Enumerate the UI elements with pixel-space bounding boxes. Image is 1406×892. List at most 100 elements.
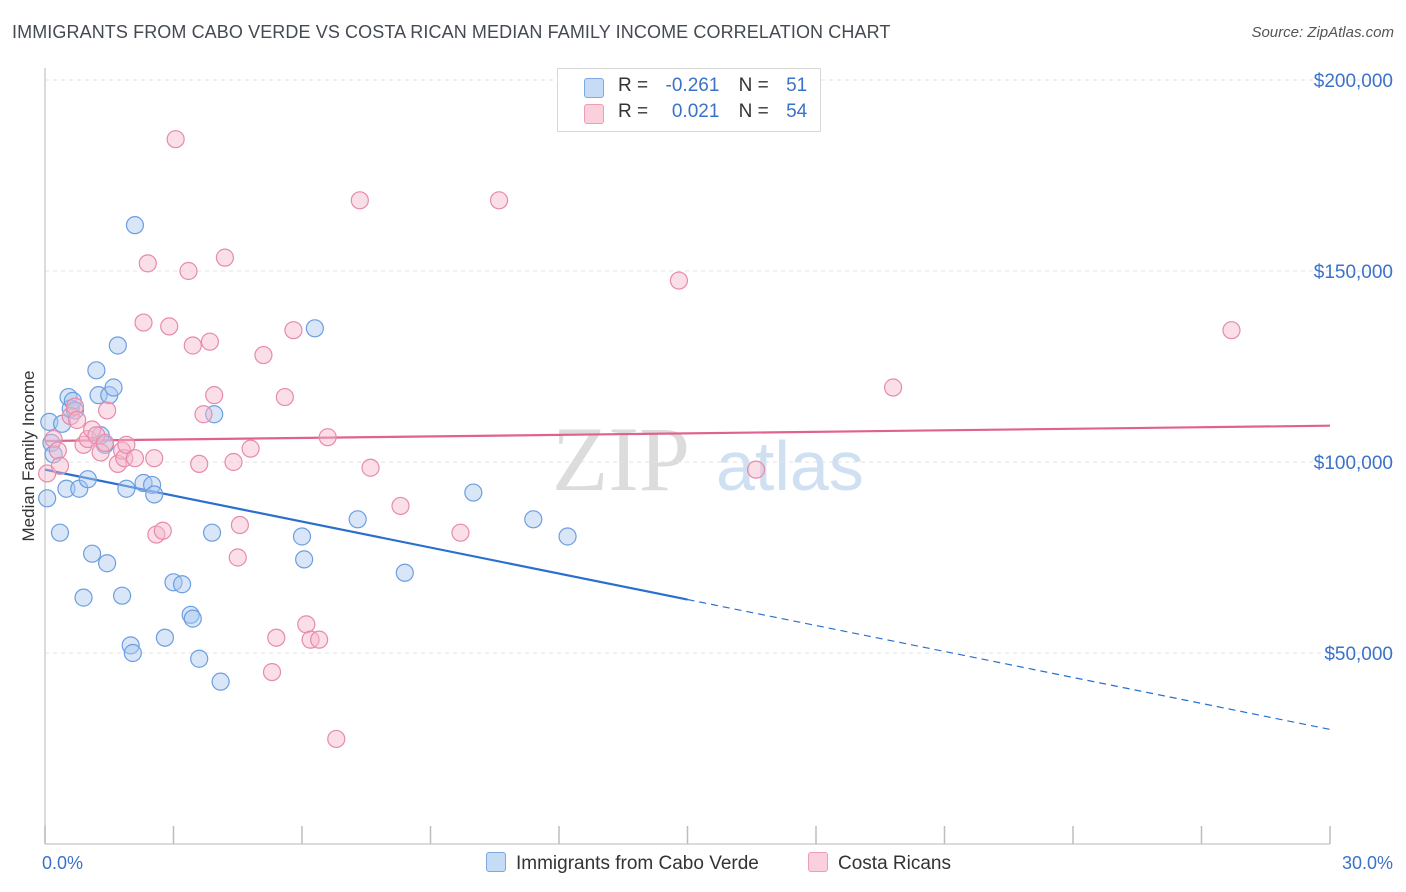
watermark-zip: ZIP <box>552 408 690 510</box>
point-costa-rican <box>746 460 766 479</box>
point-costa-rican <box>190 454 209 474</box>
point-cabo-verde <box>98 554 117 573</box>
point-cabo-verde <box>104 378 123 397</box>
point-cabo-verde <box>112 586 132 605</box>
trend-line-cabo-verde <box>44 468 688 601</box>
point-cabo-verde <box>172 575 192 594</box>
point-costa-rican <box>78 429 97 449</box>
trend-lines <box>44 424 1331 730</box>
source-label: Source: ZipAtlas.com <box>1251 24 1394 41</box>
trend-line-costa-rican <box>44 424 1331 443</box>
point-cabo-verde <box>155 628 175 647</box>
x-tick-label-end: 30.0% <box>1342 853 1393 873</box>
bottom-legend-swatch-pink <box>808 852 828 872</box>
point-cabo-verde <box>38 489 57 508</box>
point-costa-rican <box>391 496 410 516</box>
point-costa-rican <box>91 443 110 462</box>
point-costa-rican <box>95 433 115 452</box>
point-costa-rican <box>669 271 689 290</box>
point-costa-rican <box>44 429 63 449</box>
point-cabo-verde <box>145 485 164 504</box>
point-costa-rican <box>98 401 117 420</box>
point-costa-rican <box>138 254 157 273</box>
point-costa-rican <box>166 130 185 149</box>
point-cabo-verde <box>190 649 209 668</box>
point-costa-rican <box>451 523 470 542</box>
point-costa-rican <box>215 248 234 267</box>
point-cabo-verde <box>395 563 414 582</box>
point-costa-rican <box>224 452 243 472</box>
point-cabo-verde <box>50 523 70 542</box>
point-costa-rican <box>275 387 294 407</box>
correlation-legend: R = -0.261 N = 51 R = 0.021 N = 54 <box>557 68 821 132</box>
point-costa-rican <box>361 458 380 477</box>
y-tick-label: $100,000 <box>1314 453 1393 474</box>
bottom-legend-swatch-blue <box>486 852 506 872</box>
y-tick-label: $50,000 <box>1324 644 1393 665</box>
point-costa-rican <box>284 321 303 340</box>
point-cabo-verde <box>125 216 145 235</box>
point-cabo-verde <box>117 479 136 498</box>
watermark: ZIP atlas <box>552 408 864 510</box>
point-costa-rican <box>327 729 346 749</box>
point-cabo-verde <box>183 609 202 628</box>
axes <box>44 68 1331 845</box>
point-costa-rican <box>194 405 213 424</box>
point-costa-rican <box>1222 321 1241 340</box>
legend-n-label: N = <box>738 75 769 96</box>
y-tick-label: $200,000 <box>1314 71 1393 92</box>
point-costa-rican <box>241 439 260 458</box>
point-cabo-verde <box>87 361 106 380</box>
point-cabo-verde <box>348 510 367 529</box>
point-costa-rican <box>115 449 134 468</box>
point-costa-rican <box>230 515 249 535</box>
point-costa-rican <box>205 386 224 405</box>
point-costa-rican <box>68 410 87 430</box>
y-axis-label: Median Family Income <box>19 370 38 541</box>
point-costa-rican <box>183 336 202 355</box>
point-cabo-verde <box>74 588 93 607</box>
point-costa-rican <box>153 521 172 540</box>
point-costa-rican <box>489 191 509 210</box>
bottom-legend-cabo-verde: Immigrants from Cabo Verde <box>486 852 759 875</box>
legend-r-value-2: 0.021 <box>671 101 720 122</box>
point-cabo-verde <box>89 386 108 405</box>
point-costa-rican <box>50 456 70 475</box>
legend-n-value-1: 51 <box>786 75 808 96</box>
bottom-legend-label-costa-rican: Costa Ricans <box>838 853 951 874</box>
watermark-atlas: atlas <box>716 427 864 505</box>
point-costa-rican <box>262 662 282 682</box>
point-costa-rican <box>179 261 198 281</box>
point-cabo-verde <box>524 510 543 529</box>
point-cabo-verde <box>78 470 97 489</box>
point-costa-rican <box>160 317 179 336</box>
gridlines <box>45 79 1396 654</box>
point-costa-rican <box>297 615 316 634</box>
legend-n-value-2: 54 <box>786 101 808 122</box>
point-cabo-verde <box>305 319 324 338</box>
legend-r-value-1: -0.261 <box>665 75 720 96</box>
legend-n-label: N = <box>738 101 769 122</box>
point-cabo-verde <box>202 523 222 542</box>
bottom-legend-costa-rican: Costa Ricans <box>808 852 951 875</box>
point-costa-rican <box>125 449 145 468</box>
point-cabo-verde <box>123 643 142 663</box>
point-costa-rican <box>65 397 85 416</box>
point-costa-rican <box>350 191 369 210</box>
point-cabo-verde <box>57 479 76 498</box>
point-cabo-verde <box>292 527 312 546</box>
point-costa-rican <box>228 548 247 567</box>
trend-line-cabo-verde-dashed <box>687 598 1331 730</box>
point-cabo-verde <box>83 544 102 563</box>
legend-swatch-blue <box>584 78 604 98</box>
point-costa-rican <box>267 628 286 647</box>
point-cabo-verde <box>108 336 127 355</box>
y-tick-label: $150,000 <box>1314 262 1393 283</box>
point-cabo-verde <box>464 483 483 502</box>
point-cabo-verde <box>211 672 230 691</box>
point-costa-rican <box>883 378 903 397</box>
data-points <box>38 130 1241 749</box>
point-costa-rican <box>48 441 67 460</box>
x-tick-label-start: 0.0% <box>42 853 83 873</box>
legend-r-label: R = <box>618 101 649 122</box>
